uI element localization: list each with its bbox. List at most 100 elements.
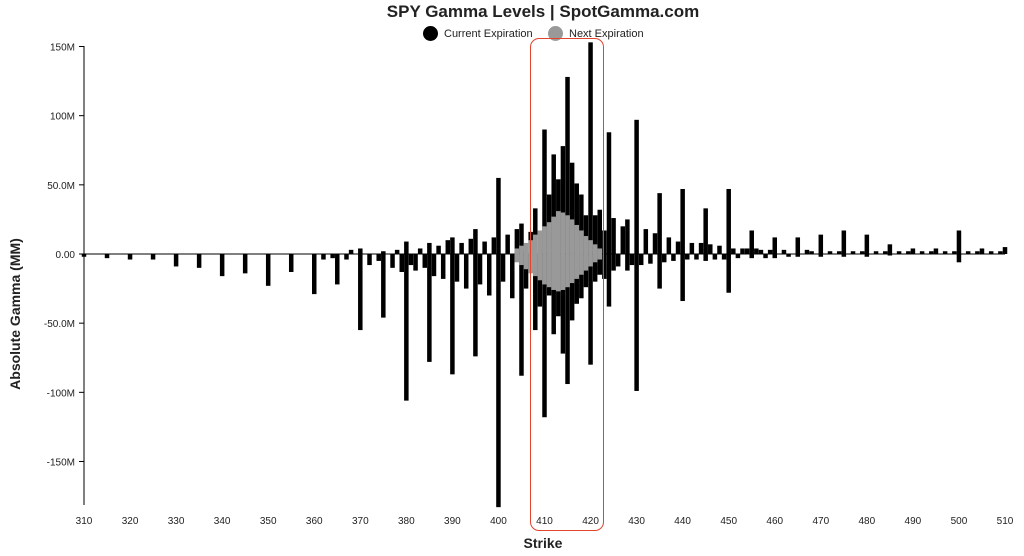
bar-current-expiration	[611, 254, 616, 271]
highlight-box	[530, 38, 604, 531]
bar-current-expiration	[348, 249, 354, 254]
bar-current-expiration	[952, 251, 957, 254]
legend-current-expiration[interactable]: Current Expiration	[423, 26, 533, 41]
bar-next-expiration	[537, 230, 543, 254]
bar-current-expiration	[657, 254, 662, 289]
x-tick-label: 410	[536, 516, 553, 527]
bar-current-expiration	[335, 254, 340, 285]
bar-current-expiration	[615, 254, 621, 267]
bar-next-expiration	[588, 254, 593, 267]
bar-current-expiration	[445, 240, 451, 254]
bar-current-expiration	[569, 162, 575, 254]
bar-next-expiration	[588, 240, 593, 254]
x-tick-label: 350	[260, 516, 277, 527]
legend-current-label: Current Expiration	[444, 27, 533, 40]
bar-current-expiration	[542, 129, 547, 254]
bar-current-expiration	[574, 183, 579, 254]
bar-current-expiration	[749, 230, 754, 254]
bar-current-expiration	[717, 245, 722, 254]
bar-current-expiration	[510, 254, 515, 299]
bar-next-expiration	[537, 254, 543, 281]
bar-current-expiration	[602, 254, 607, 279]
bar-current-expiration	[450, 254, 455, 375]
bar-current-expiration	[703, 254, 708, 261]
bar-current-expiration	[404, 241, 409, 254]
bar-current-expiration	[404, 254, 409, 401]
bar-next-expiration	[574, 224, 580, 254]
bar-current-expiration	[795, 254, 801, 257]
bar-current-expiration	[795, 237, 801, 254]
bar-next-expiration	[565, 254, 570, 288]
bar-current-expiration	[150, 254, 156, 260]
legend-current-swatch	[423, 26, 438, 41]
bar-current-expiration	[173, 254, 179, 267]
bar-current-expiration	[708, 244, 713, 254]
bar-current-expiration	[533, 208, 538, 254]
bar-current-expiration	[463, 254, 469, 289]
bar-current-expiration	[942, 251, 948, 254]
bar-current-expiration	[772, 254, 777, 259]
bar-current-expiration	[394, 249, 400, 254]
bar-current-expiration	[763, 254, 768, 259]
bar-current-expiration	[265, 254, 271, 286]
x-tick-label: 340	[214, 516, 231, 527]
bar-current-expiration	[864, 234, 870, 254]
bar-current-expiration	[413, 254, 418, 271]
bar-current-expiration	[767, 249, 773, 254]
bar-next-expiration	[579, 254, 584, 275]
bar-next-expiration	[532, 234, 538, 254]
bar-current-expiration	[910, 248, 916, 254]
bar-current-expiration	[579, 194, 584, 254]
bar-current-expiration	[560, 254, 566, 354]
bar-current-expiration	[883, 251, 888, 254]
bar-next-expiration	[551, 216, 557, 254]
bar-next-expiration	[542, 226, 547, 254]
bar-current-expiration	[979, 248, 985, 254]
x-tick-label: 370	[352, 516, 369, 527]
bar-current-expiration	[417, 248, 423, 254]
bar-current-expiration	[519, 223, 524, 254]
bar-current-expiration	[330, 254, 335, 259]
bar-current-expiration	[606, 132, 612, 254]
bar-current-expiration	[496, 177, 501, 254]
bar-current-expiration	[579, 254, 584, 299]
y-tick-label: -50.0M	[44, 319, 75, 330]
bar-current-expiration	[399, 254, 404, 272]
x-tick-label: 480	[859, 516, 876, 527]
bar-current-expiration	[998, 251, 1003, 254]
bar-current-expiration	[703, 208, 708, 254]
chart-title: SPY Gamma Levels | SpotGamma.com	[386, 2, 700, 21]
bar-next-expiration	[592, 254, 598, 263]
bar-current-expiration	[606, 254, 612, 307]
legend-next-expiration[interactable]: Next Expiration	[548, 26, 644, 41]
bar-current-expiration	[242, 254, 248, 274]
bar-current-expiration	[929, 251, 934, 254]
bar-current-expiration	[542, 254, 547, 418]
bar-current-expiration	[427, 254, 432, 362]
bar-current-expiration	[533, 254, 538, 331]
bar-current-expiration	[431, 254, 437, 277]
bar-next-expiration	[565, 215, 570, 254]
bar-current-expiration	[219, 254, 225, 277]
bar-current-expiration	[781, 249, 787, 254]
bar-current-expiration	[712, 254, 718, 260]
bar-current-expiration	[786, 254, 791, 257]
bar-current-expiration	[482, 241, 487, 254]
bar-current-expiration	[671, 254, 676, 261]
bar-next-expiration	[569, 254, 575, 284]
bar-next-expiration	[574, 254, 580, 279]
bar-current-expiration	[491, 237, 497, 254]
bar-current-expiration	[634, 119, 639, 254]
x-tick-label: 390	[444, 516, 461, 527]
x-tick-label: 310	[76, 516, 93, 527]
bar-next-expiration	[532, 254, 538, 277]
bar-current-expiration	[358, 248, 363, 254]
bar-current-expiration	[422, 254, 428, 268]
bar-current-expiration	[887, 244, 893, 254]
bar-current-expiration	[505, 234, 510, 254]
bar-current-expiration	[583, 215, 589, 254]
x-tick-label: 430	[628, 516, 645, 527]
bar-current-expiration	[726, 188, 731, 254]
bar-current-expiration	[588, 42, 593, 254]
bar-next-expiration	[569, 219, 575, 254]
